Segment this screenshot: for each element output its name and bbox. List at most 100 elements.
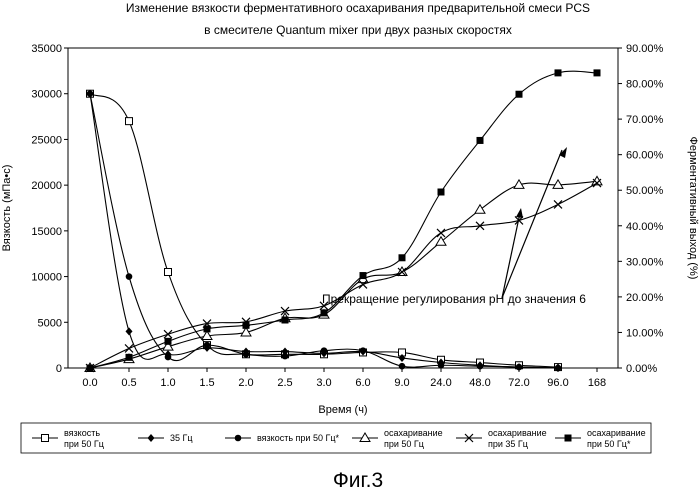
left-axis: 0 5000 10000 15000 20000 25000 30000 35000 xyxy=(31,43,68,375)
x-tick-label: 168 xyxy=(588,377,606,389)
data-point xyxy=(321,309,328,316)
legend-entry: 35 Гц xyxy=(138,433,193,443)
legend-label: осахаривание xyxy=(488,428,547,438)
x-tick-label: 2.5 xyxy=(277,377,292,389)
series-3 xyxy=(87,90,562,371)
plot-frame xyxy=(68,48,618,368)
left-tick-label: 0 xyxy=(56,363,62,375)
data-point xyxy=(165,354,172,361)
legend-label: 35 Гц xyxy=(170,433,193,443)
data-point xyxy=(565,435,572,442)
data-point xyxy=(165,338,172,345)
series-line xyxy=(90,94,558,367)
x-tick-label: 48.0 xyxy=(469,377,490,389)
data-point xyxy=(165,269,172,276)
left-tick-label: 10000 xyxy=(31,272,62,284)
right-tick-label: 30.00% xyxy=(626,256,664,268)
left-tick-label: 15000 xyxy=(31,226,62,238)
data-point xyxy=(554,200,562,208)
left-tick-label: 20000 xyxy=(31,180,62,192)
data-point xyxy=(436,237,446,246)
annotation-arrowhead-upper xyxy=(559,147,567,158)
legend-label: осахаривание xyxy=(587,428,646,438)
data-point xyxy=(42,435,49,442)
x-axis: 0.00.51.01.52.02.53.06.09.024.048.072.09… xyxy=(82,368,606,389)
series-line xyxy=(90,94,558,368)
chart-title-line-2: в смесителе Quantum mixer при двух разны… xyxy=(204,23,512,37)
data-point xyxy=(360,272,367,279)
chart-title-line-1: Изменение вязкости ферментативного осаха… xyxy=(126,1,590,15)
legend-label: вязкость при 50 Гц* xyxy=(257,433,339,443)
right-axis-label: Ферментативный выход (%) xyxy=(687,137,699,280)
legend-label: осахаривание xyxy=(384,428,443,438)
right-tick-label: 0.00% xyxy=(626,363,657,375)
data-point xyxy=(399,254,406,261)
data-point xyxy=(148,434,155,442)
data-point xyxy=(553,180,563,189)
data-point xyxy=(204,325,211,332)
data-point xyxy=(126,327,133,335)
x-tick-label: 1.5 xyxy=(199,377,214,389)
data-point xyxy=(516,91,523,98)
x-tick-label: 1.0 xyxy=(160,377,175,389)
x-tick-label: 96.0 xyxy=(547,377,568,389)
data-point xyxy=(438,362,445,369)
legend-entry: осахариваниепри 50 Гц xyxy=(352,428,443,449)
data-point xyxy=(282,317,289,324)
right-tick-label: 40.00% xyxy=(626,221,664,233)
right-tick-label: 70.00% xyxy=(626,114,664,126)
data-point xyxy=(235,435,242,442)
x-tick-label: 72.0 xyxy=(508,377,529,389)
left-tick-label: 30000 xyxy=(31,89,62,101)
left-tick-label: 25000 xyxy=(31,134,62,146)
x-tick-label: 3.0 xyxy=(316,377,331,389)
data-point xyxy=(477,363,484,370)
left-axis-label: Вязкость (мПа•с) xyxy=(1,165,13,252)
data-point xyxy=(399,363,406,370)
legend-label: при 50 Гц* xyxy=(587,439,631,449)
series-4 xyxy=(85,176,602,371)
data-point xyxy=(475,205,485,214)
left-tick-label: 5000 xyxy=(38,317,62,329)
legend-entry: осахариваниепри 35 Гц xyxy=(456,428,547,449)
series-line xyxy=(90,94,558,368)
series-2 xyxy=(87,90,562,372)
data-point xyxy=(87,365,94,372)
data-point xyxy=(164,330,172,338)
right-tick-label: 50.00% xyxy=(626,185,664,197)
series-1 xyxy=(87,90,562,370)
data-point xyxy=(438,189,445,196)
legend-label: при 35 Гц xyxy=(488,439,528,449)
data-point xyxy=(594,69,601,76)
x-axis-label: Время (ч) xyxy=(318,404,367,416)
x-tick-label: 24.0 xyxy=(430,377,451,389)
data-point xyxy=(125,344,133,352)
data-point xyxy=(243,322,250,329)
x-tick-label: 0.0 xyxy=(82,377,97,389)
legend-label: при 50 Гц xyxy=(384,439,424,449)
legend-label: при 50 Гц xyxy=(64,439,104,449)
data-point xyxy=(555,365,562,372)
left-tick-label: 35000 xyxy=(31,43,62,55)
data-point xyxy=(126,354,133,361)
data-point xyxy=(243,351,250,358)
right-tick-label: 20.00% xyxy=(626,292,664,304)
x-tick-label: 9.0 xyxy=(394,377,409,389)
data-point xyxy=(126,273,133,280)
series-6 xyxy=(87,69,601,371)
right-tick-label: 90.00% xyxy=(626,43,664,55)
x-tick-label: 6.0 xyxy=(355,377,370,389)
data-point xyxy=(360,433,370,442)
figure-caption: Фиг.3 xyxy=(333,469,383,492)
data-point xyxy=(321,347,328,354)
data-point xyxy=(477,137,484,144)
legend-entry: вязкостьпри 50 Гц xyxy=(32,428,104,449)
legend-entry: осахариваниепри 50 Гц* xyxy=(555,428,646,449)
right-tick-label: 10.00% xyxy=(626,327,664,339)
legend-entry: вязкость при 50 Гц* xyxy=(225,433,339,443)
data-point xyxy=(516,364,523,371)
data-point xyxy=(87,90,94,97)
right-axis: 0.00%10.00%20.00%30.00%40.00%50.00%60.00… xyxy=(618,43,664,375)
x-tick-label: 0.5 xyxy=(121,377,136,389)
